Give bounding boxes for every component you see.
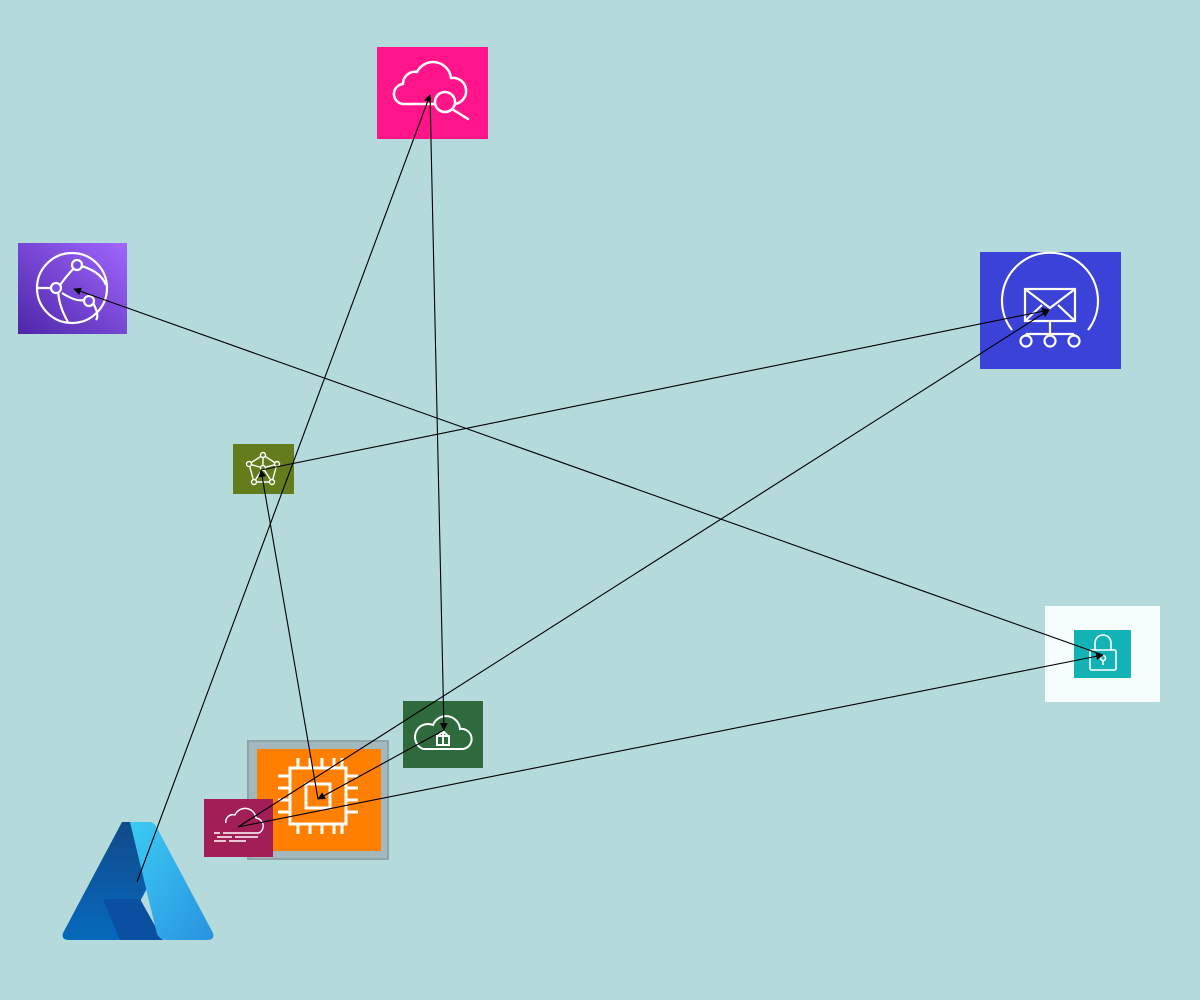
azure-logo-icon — [62, 822, 214, 940]
sns-node[interactable] — [980, 251, 1121, 369]
cpu-chip-icon — [278, 758, 358, 834]
ec2-node-tile — [257, 749, 381, 851]
cloud-stream-icon — [214, 807, 264, 842]
arrow-secrets-to-cloudfront — [73, 287, 1104, 656]
azure-node[interactable] — [62, 822, 214, 940]
cloud-upload-node[interactable] — [403, 701, 483, 768]
cloudfront-node[interactable] — [18, 243, 127, 334]
arrow-cloud-upload-to-ec2 — [317, 729, 445, 800]
arrow-azure-to-cloud-search — [136, 94, 432, 883]
arrow-ec2-to-graph-db — [258, 469, 319, 800]
cloud-search-node[interactable] — [377, 47, 488, 139]
arrow-cloud-stream-to-sns — [237, 309, 1050, 828]
sns-node-tile — [980, 252, 1121, 369]
arrow-cloud-search-to-cloud-upload — [429, 94, 448, 731]
globe-network-icon — [35, 251, 109, 325]
connection-arrows — [73, 94, 1104, 883]
cloud-search-icon — [392, 60, 470, 121]
secrets-node[interactable] — [1045, 606, 1160, 702]
cloudfront-node-tile — [18, 243, 127, 334]
arrow-cloud-stream-to-secrets — [237, 652, 1104, 828]
arrow-graph-db-to-sns — [260, 307, 1050, 471]
cloud-stream-node[interactable] — [204, 799, 273, 857]
cloud-stream-node-tile — [204, 799, 273, 857]
email-notification-icon — [1000, 251, 1100, 348]
